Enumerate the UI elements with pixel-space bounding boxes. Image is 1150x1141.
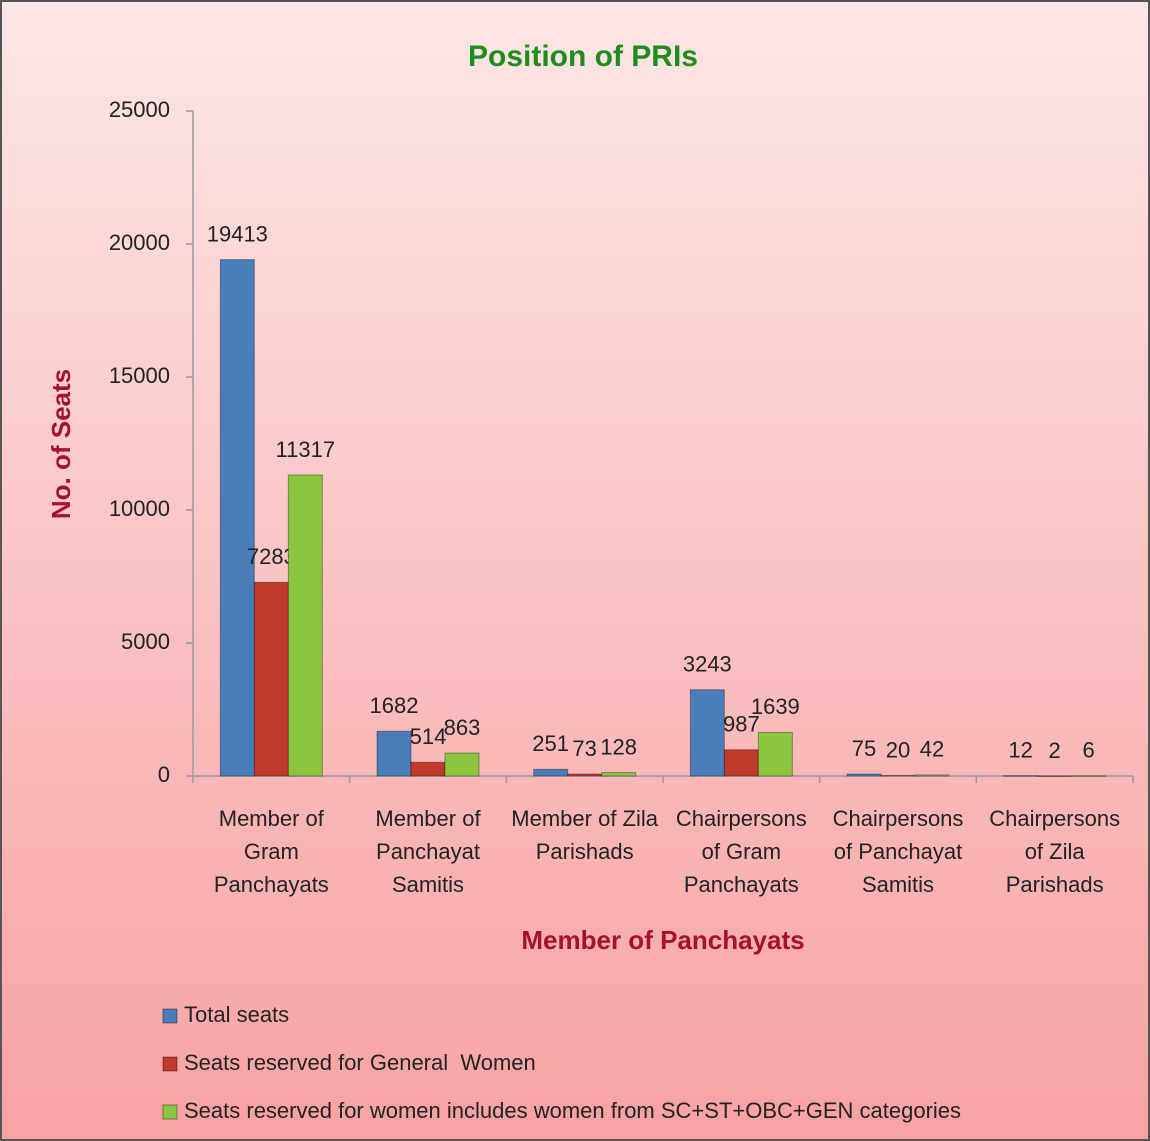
- x-tick-label: Chairpersons of Gram Panchayats: [675, 806, 807, 897]
- bar: [601, 772, 637, 777]
- bar: [723, 749, 759, 777]
- bar: [253, 581, 289, 777]
- data-label: 1639: [751, 694, 800, 719]
- data-label: 251: [532, 731, 569, 756]
- bar: [287, 474, 323, 777]
- bar: [1071, 775, 1107, 777]
- data-label: 20: [886, 737, 910, 762]
- data-label: 128: [600, 734, 637, 759]
- x-tick-label-box: Chairpersons of Zila Parishads: [989, 806, 1121, 897]
- y-tick-label: 20000: [109, 230, 170, 255]
- bar: [1003, 775, 1039, 777]
- x-axis-title: Member of Panchayats: [521, 925, 804, 955]
- data-label: 1682: [370, 693, 419, 718]
- bar: [376, 730, 412, 777]
- data-label: 987: [723, 712, 760, 737]
- y-tick-label: 25000: [109, 97, 170, 122]
- data-label: 42: [920, 737, 944, 762]
- data-label: 863: [444, 715, 481, 740]
- y-tick-label: 5000: [121, 629, 170, 654]
- x-tick-label: Chairpersons of Panchayat Samitis: [832, 806, 964, 897]
- x-tick-label: Member of Zila Parishads: [511, 806, 659, 864]
- bar: [567, 773, 603, 777]
- x-tick-label-box: Member of Zila Parishads: [511, 806, 659, 864]
- legend-label: Seats reserved for General Women: [184, 1050, 536, 1075]
- y-tick-label: 15000: [109, 363, 170, 388]
- x-tick-label-box: Chairpersons of Gram Panchayats: [675, 806, 807, 897]
- data-label: 7283: [247, 544, 296, 569]
- y-tick-label: 10000: [109, 496, 170, 521]
- data-label: 3243: [683, 652, 732, 677]
- bar: [757, 731, 793, 777]
- bar: [533, 768, 569, 777]
- x-tick-label-box: Member of Panchayat Samitis: [375, 806, 481, 897]
- bar: [219, 259, 255, 777]
- data-label: 73: [572, 736, 596, 761]
- chart-title: Position of PRIs: [468, 40, 698, 73]
- bar: [444, 752, 480, 777]
- data-label: 12: [1008, 737, 1032, 762]
- legend-label: Total seats: [184, 1002, 289, 1027]
- x-tick-label: Chairpersons of Zila Parishads: [989, 806, 1121, 897]
- legend-swatch: [162, 1104, 178, 1120]
- x-tick-label-box: Member of Gram Panchayats: [213, 806, 329, 897]
- bar: [1037, 775, 1073, 777]
- y-tick-label: 0: [158, 762, 170, 787]
- data-label: 514: [410, 724, 447, 749]
- legend-swatch: [162, 1008, 178, 1024]
- data-label: 19413: [207, 221, 268, 246]
- data-label: 2: [1049, 738, 1061, 763]
- legend-swatch: [162, 1056, 178, 1072]
- data-label: 75: [852, 736, 876, 761]
- data-label: 6: [1083, 738, 1095, 763]
- x-tick-label-box: Chairpersons of Panchayat Samitis: [832, 806, 964, 897]
- legend-label: Seats reserved for women includes women …: [184, 1098, 961, 1123]
- y-axis-title: No. of Seats: [46, 369, 76, 519]
- bar: [914, 774, 950, 777]
- bar: [846, 773, 882, 777]
- data-label: 11317: [276, 437, 336, 462]
- bar: [880, 774, 916, 777]
- bar: [410, 761, 446, 777]
- x-tick-label: Member of Gram Panchayats: [213, 806, 329, 897]
- x-tick-label: Member of Panchayat Samitis: [375, 806, 481, 897]
- bar: [689, 689, 725, 777]
